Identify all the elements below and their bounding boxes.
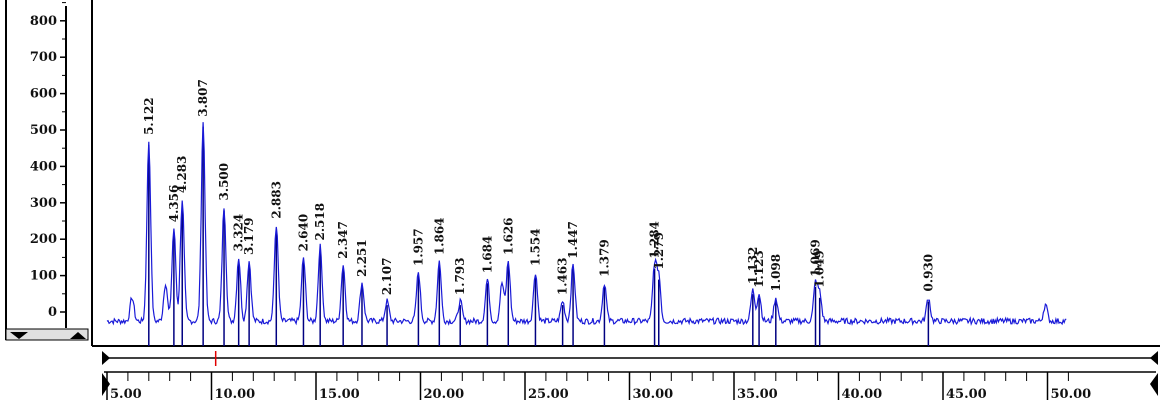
- peak-label: 2.518: [313, 203, 327, 241]
- peak-label: 4.283: [175, 156, 189, 194]
- diffraction-trace: [106, 122, 1067, 327]
- peak-label: 1.447: [566, 221, 580, 259]
- y-tick-label: 500: [30, 123, 57, 138]
- x-tick-label: 20.00: [424, 387, 465, 402]
- peak-label: 3.324: [232, 214, 246, 252]
- peak-label: 1.793: [453, 258, 467, 296]
- peak-label: 5.122: [142, 97, 156, 135]
- peak-label: 1.864: [432, 217, 446, 255]
- x-axis-start-marker-icon[interactable]: [102, 373, 110, 396]
- peak-label: 1.123: [752, 250, 766, 288]
- y-tick-label: 400: [30, 159, 57, 174]
- peak-label: 1.554: [528, 228, 542, 266]
- x-tick-label: 5.00: [110, 387, 142, 402]
- peak-label: 2.640: [296, 214, 310, 252]
- y-scroll-bar[interactable]: [5, 328, 89, 341]
- peak-label: 1.132: [746, 247, 760, 285]
- peak-label: 1.957: [411, 228, 425, 266]
- peak-label: 2.347: [336, 221, 350, 259]
- peak-label: 2.883: [269, 181, 283, 219]
- peak-label: 1.626: [501, 217, 515, 255]
- x-tick-label: 50.00: [1051, 387, 1092, 402]
- peak-label: 3.807: [196, 79, 210, 117]
- peak-label: 1.279: [652, 232, 666, 270]
- peak-label: 4.356: [167, 185, 181, 223]
- y-tick-label: 100: [30, 269, 57, 284]
- x-tick-label: 45.00: [946, 387, 987, 402]
- peak-label: 1.463: [556, 258, 570, 296]
- peak-label: 1.284: [648, 221, 662, 259]
- scroll-down-arrow-icon[interactable]: [10, 332, 28, 339]
- y-tick-label: 700: [30, 50, 57, 65]
- peak-label: 0.930: [921, 254, 935, 292]
- y-tick-label: 300: [30, 196, 57, 211]
- x-tick-label: 25.00: [528, 387, 569, 402]
- peak-label: 1.049: [813, 250, 827, 288]
- peak-label: 1.684: [480, 236, 494, 274]
- peak-label: 1.379: [597, 239, 611, 277]
- x-tick-label: 40.00: [842, 387, 883, 402]
- peak-label: 3.500: [217, 163, 231, 201]
- y-tick-label: 200: [30, 232, 57, 247]
- peak-label: 2.251: [355, 239, 369, 277]
- x-tick-label: 15.00: [319, 387, 360, 402]
- peak-label: 1.069: [809, 239, 823, 277]
- peak-label: 3.179: [242, 217, 256, 255]
- x-tick-label: 30.00: [633, 387, 674, 402]
- x-tick-label: 10.00: [215, 387, 256, 402]
- range-start-marker-icon[interactable]: [102, 351, 110, 365]
- y-tick-label: 0: [48, 305, 57, 320]
- peak-label: 1.098: [769, 254, 783, 292]
- range-end-marker-icon[interactable]: [1150, 351, 1158, 365]
- peak-label: 2.107: [380, 258, 394, 296]
- y-tick-label: 600: [30, 87, 57, 102]
- y-axis-panel: [6, 0, 88, 340]
- scroll-up-arrow-icon[interactable]: [70, 332, 86, 339]
- y-tick-label: 800: [30, 14, 57, 29]
- x-axis-end-marker-icon[interactable]: [1150, 373, 1158, 396]
- x-tick-label: 35.00: [737, 387, 778, 402]
